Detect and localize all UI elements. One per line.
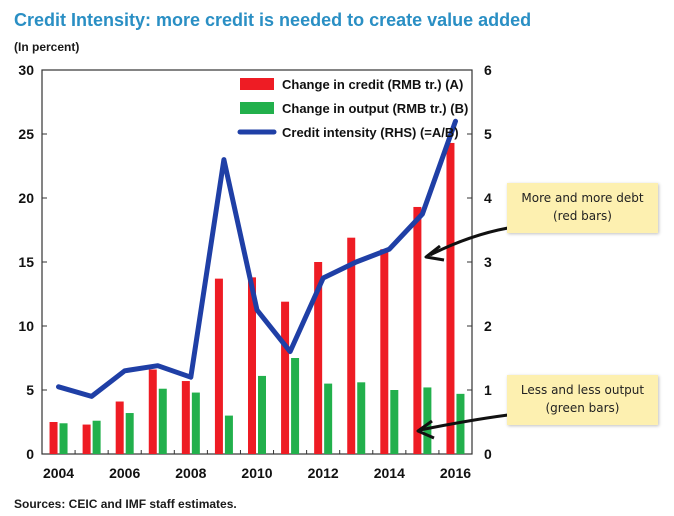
legend-label-output: Change in output (RMB tr.) (B)	[282, 101, 468, 116]
note-less-output-line2: (green bars)	[545, 401, 620, 415]
chart-title: Credit Intensity: more credit is needed …	[14, 10, 532, 30]
legend-swatch-credit	[240, 78, 274, 90]
right-tick-label-4: 4	[484, 190, 492, 206]
legend-swatch-output	[240, 102, 274, 114]
source-note: Sources: CEIC and IMF staff estimates.	[14, 497, 237, 511]
left-tick-label-20: 20	[18, 190, 34, 206]
output-bar-2015	[423, 387, 432, 454]
output-bar-2004	[59, 423, 68, 454]
x-tick-label-2012: 2012	[308, 465, 339, 481]
credit-bar-2014	[380, 249, 389, 454]
arrow-more-debt-head	[424, 244, 445, 262]
credit-bar-2004	[49, 422, 58, 454]
intensity-line-group	[56, 118, 458, 399]
output-bar-2011	[291, 358, 300, 454]
credit-intensity-line	[56, 118, 458, 399]
chart-subtitle: (In percent)	[14, 40, 80, 54]
left-tick-label-5: 5	[26, 382, 34, 398]
x-tick-label-2014: 2014	[374, 465, 405, 481]
output-bar-2007	[158, 388, 167, 454]
left-tick-label-25: 25	[18, 126, 34, 142]
legend-label-intensity: Credit intensity (RHS) (=A/B)	[282, 125, 459, 140]
credit-bar-2011	[281, 301, 290, 454]
right-tick-label-3: 3	[484, 254, 492, 270]
x-tick-label-2008: 2008	[175, 465, 206, 481]
output-bar-2012	[324, 383, 333, 454]
credit-bar-2010	[248, 277, 256, 454]
note-more-debt-line2: (red bars)	[552, 209, 612, 223]
x-tick-label-2016: 2016	[440, 465, 471, 481]
annotation-arrows	[416, 226, 509, 440]
left-tick-label-30: 30	[18, 62, 34, 78]
credit-bar-2013	[347, 237, 356, 454]
axes-group: 0 5 10 15 20 25 30 0 1 2 3 4 5 6 2004 2006 2008 2010 2012 2…	[18, 62, 492, 481]
arrow-less-output	[419, 413, 509, 432]
credit-bar-2005	[82, 424, 91, 454]
left-tick-label-0: 0	[26, 446, 34, 462]
output-bar-2010	[258, 375, 266, 454]
right-tick-label-0: 0	[484, 446, 492, 462]
left-tick-label-10: 10	[18, 318, 34, 334]
credit-bar-2007	[148, 369, 157, 454]
right-tick-label-6: 6	[484, 62, 492, 78]
credit-bar-2016	[446, 142, 455, 454]
output-bar-2016	[456, 393, 465, 454]
arrow-more-debt	[429, 226, 509, 257]
credit-bar-2009	[214, 278, 223, 454]
credit-bar-2015	[413, 206, 422, 454]
output-bar-2014	[390, 390, 399, 454]
right-tick-label-5: 5	[484, 126, 492, 142]
credit-bar-2006	[115, 401, 124, 454]
note-more-debt-line1: More and more debt	[521, 191, 644, 205]
x-tick-label-2004: 2004	[43, 465, 74, 481]
bars-group	[49, 142, 465, 454]
note-less-output: Less and less output (green bars)	[507, 375, 658, 425]
legend: Change in credit (RMB tr.) (A) Change in …	[237, 77, 468, 140]
x-tick-label-2006: 2006	[109, 465, 140, 481]
note-less-output-line1: Less and less output	[520, 383, 645, 397]
x-tick-label-2010: 2010	[241, 465, 272, 481]
left-tick-label-15: 15	[18, 254, 34, 270]
note-more-debt: More and more debt (red bars)	[507, 183, 658, 233]
output-bar-2006	[125, 413, 134, 454]
output-bar-2005	[92, 420, 101, 454]
output-bar-2009	[224, 415, 233, 454]
arrow-less-output-head	[416, 419, 435, 440]
credit-bar-2008	[181, 381, 190, 454]
credit-bar-2012	[314, 262, 323, 454]
right-tick-label-2: 2	[484, 318, 492, 334]
output-bar-2008	[191, 392, 200, 454]
output-bar-2013	[357, 382, 366, 454]
right-tick-label-1: 1	[484, 382, 492, 398]
legend-label-credit: Change in credit (RMB tr.) (A)	[282, 77, 463, 92]
